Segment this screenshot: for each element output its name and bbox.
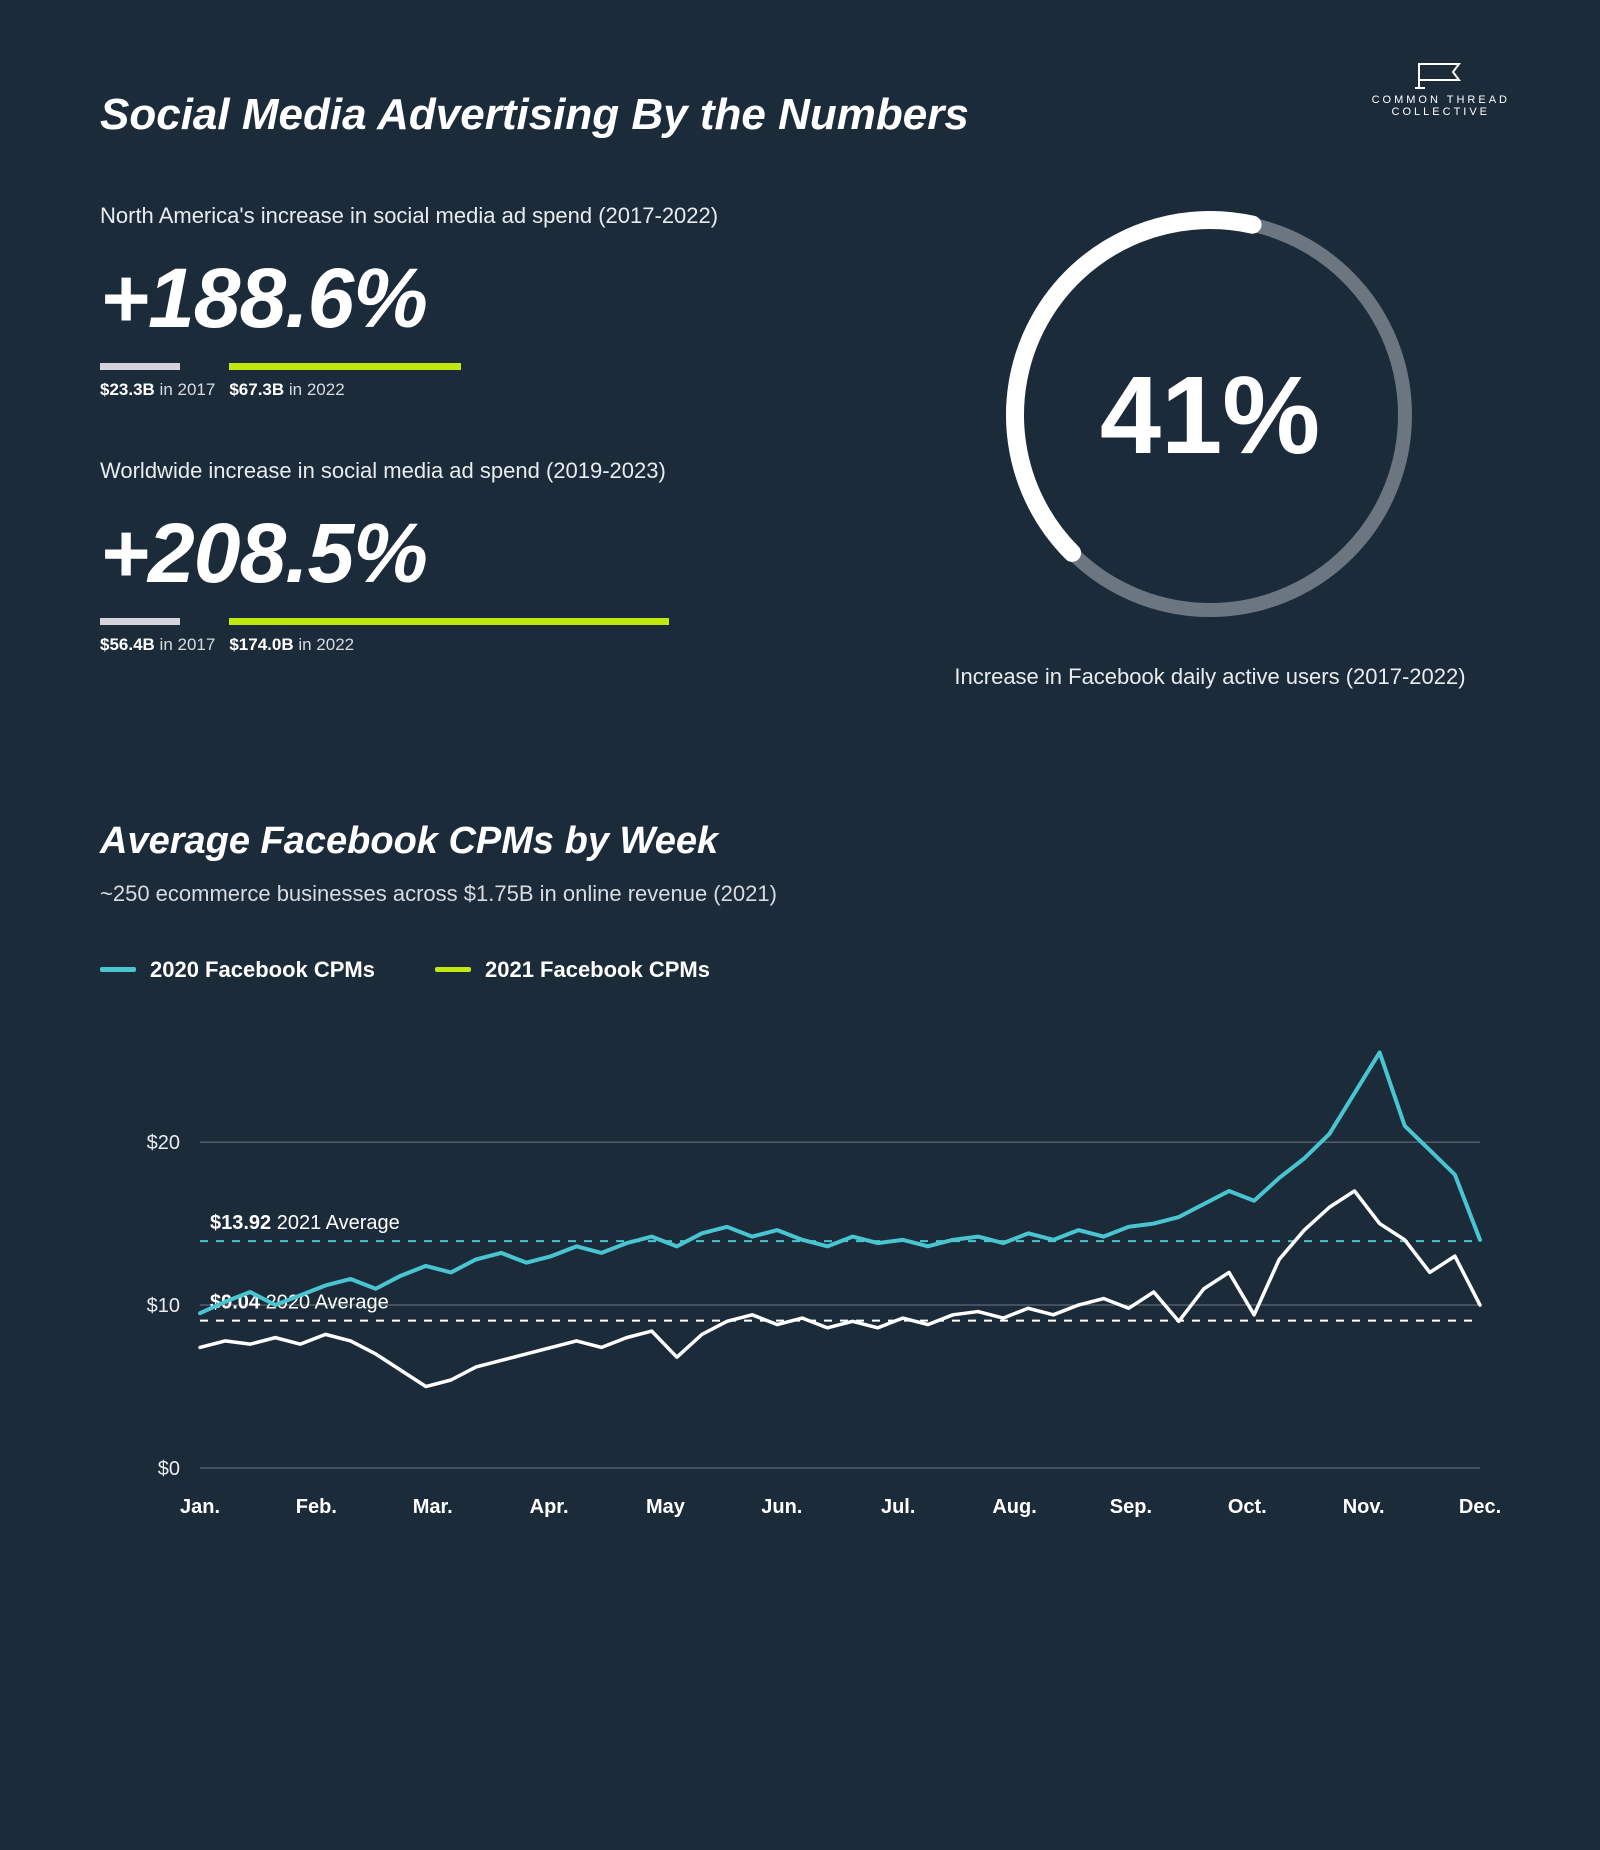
svg-text:$13.92 2021 Average: $13.92 2021 Average <box>210 1212 400 1234</box>
left-stats: North America's increase in social media… <box>100 200 840 710</box>
flag-icon <box>1411 60 1471 90</box>
svg-text:Apr.: Apr. <box>530 1496 569 1518</box>
chart-subtitle: ~250 ecommerce businesses across $1.75B … <box>100 881 1500 907</box>
bar-item-2022: $67.3B in 2022 <box>229 363 461 400</box>
bar-caption: $67.3B in 2022 <box>229 380 461 400</box>
svg-text:Dec.: Dec. <box>1459 1496 1501 1518</box>
donut-value: 41% <box>995 200 1425 630</box>
legend-label: 2020 Facebook CPMs <box>150 957 375 983</box>
brand-logo: COMMON THREAD COLLECTIVE <box>1372 60 1510 118</box>
bar-row: $23.3B in 2017 $67.3B in 2022 <box>100 363 840 400</box>
chart-legend: 2020 Facebook CPMs 2021 Facebook CPMs <box>100 957 1500 983</box>
donut-chart: 41% <box>995 200 1425 630</box>
bar-item-2022: $174.0B in 2022 <box>229 618 669 655</box>
svg-text:May: May <box>646 1496 686 1518</box>
legend-label: 2021 Facebook CPMs <box>485 957 710 983</box>
svg-text:$10: $10 <box>147 1295 180 1317</box>
bar <box>229 618 669 625</box>
svg-text:Oct.: Oct. <box>1228 1496 1267 1518</box>
stat-block-world: Worldwide increase in social media ad sp… <box>100 455 840 655</box>
svg-text:Nov.: Nov. <box>1343 1496 1385 1518</box>
bar-row: $56.4B in 2017 $174.0B in 2022 <box>100 618 840 655</box>
svg-text:Jul.: Jul. <box>881 1496 915 1518</box>
top-section: North America's increase in social media… <box>100 200 1500 710</box>
legend-item-2021: 2021 Facebook CPMs <box>435 957 710 983</box>
stat-label: North America's increase in social media… <box>100 200 840 232</box>
stat-block-na: North America's increase in social media… <box>100 200 840 400</box>
svg-text:Jan.: Jan. <box>180 1496 220 1518</box>
svg-text:Aug.: Aug. <box>992 1496 1036 1518</box>
donut-section: 41% Increase in Facebook daily active us… <box>920 200 1500 710</box>
svg-text:$0: $0 <box>158 1458 180 1480</box>
bar-caption: $56.4B in 2017 <box>100 635 215 655</box>
line-chart: $0$10$20$13.92 2021 Average$9.04 2020 Av… <box>100 1028 1500 1548</box>
brand-text-2: COLLECTIVE <box>1372 106 1510 118</box>
stat-label: Worldwide increase in social media ad sp… <box>100 455 840 487</box>
legend-swatch <box>100 967 136 972</box>
legend-swatch <box>435 967 471 972</box>
chart-title: Average Facebook CPMs by Week <box>100 820 1500 863</box>
page-title: Social Media Advertising By the Numbers <box>100 90 1500 140</box>
bar-item-2017: $56.4B in 2017 <box>100 618 215 655</box>
bar <box>100 618 180 625</box>
svg-text:Sep.: Sep. <box>1110 1496 1152 1518</box>
bar-caption: $174.0B in 2022 <box>229 635 669 655</box>
svg-text:$20: $20 <box>147 1132 180 1154</box>
legend-item-2020: 2020 Facebook CPMs <box>100 957 375 983</box>
bar <box>100 363 180 370</box>
svg-text:Feb.: Feb. <box>296 1496 337 1518</box>
brand-text-1: COMMON THREAD <box>1372 94 1510 106</box>
donut-caption: Increase in Facebook daily active users … <box>954 660 1465 693</box>
stat-value: +188.6% <box>100 250 840 347</box>
bar-item-2017: $23.3B in 2017 <box>100 363 215 400</box>
bar <box>229 363 461 370</box>
svg-text:Mar.: Mar. <box>413 1496 453 1518</box>
bar-caption: $23.3B in 2017 <box>100 380 215 400</box>
svg-text:Jun.: Jun. <box>761 1496 802 1518</box>
stat-value: +208.5% <box>100 505 840 602</box>
